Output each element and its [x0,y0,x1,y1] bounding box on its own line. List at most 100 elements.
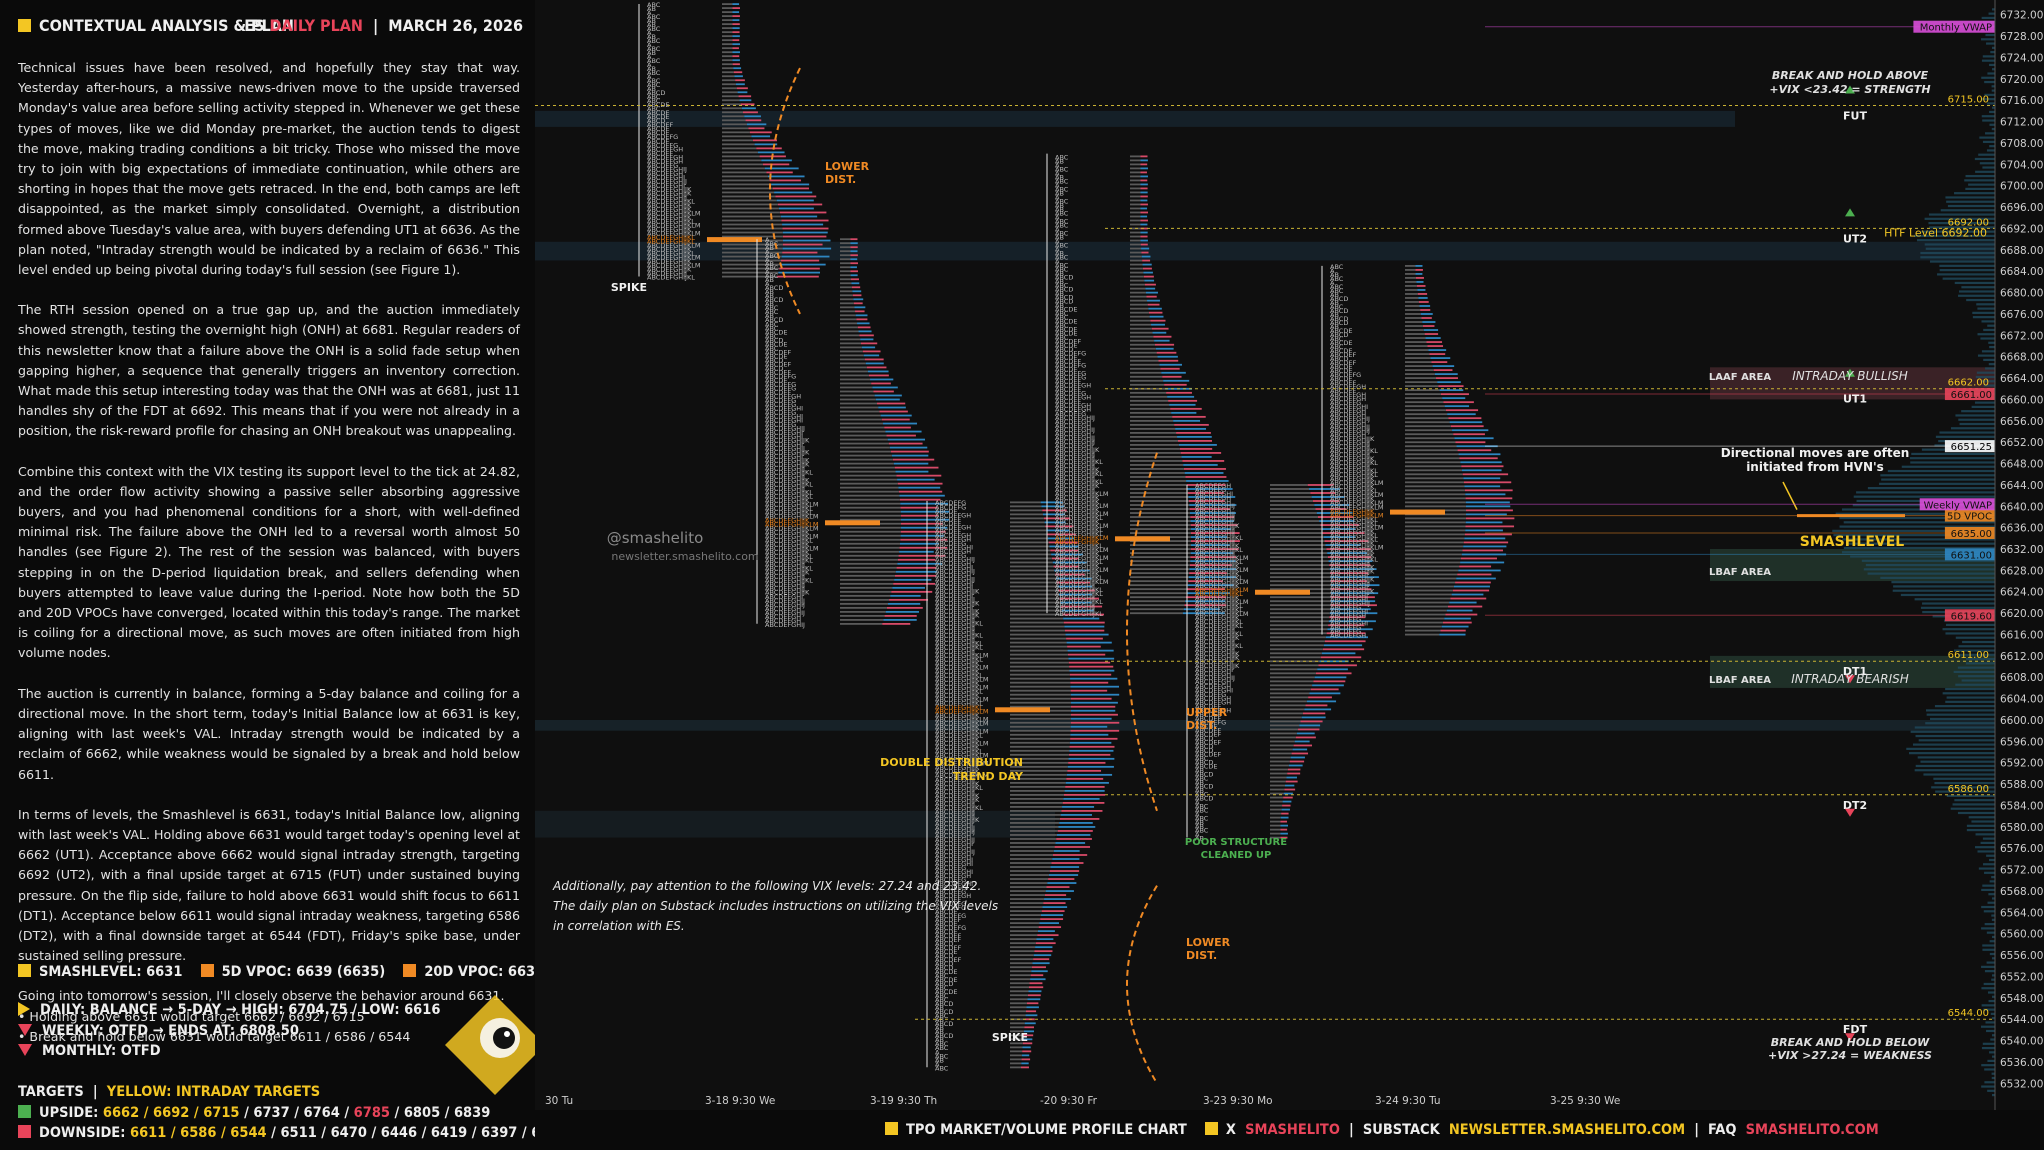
volume-gray-bar [1270,516,1318,518]
volume-delta-bar [1023,1038,1033,1041]
volume-delta-bar [735,83,745,86]
composite-volume-bar [1916,239,1995,242]
volume-delta-bar [1152,331,1167,334]
tpo-letters: ABCDEFGHIJ [1055,602,1095,610]
volume-delta-bar [767,175,805,178]
faq-link[interactable]: SMASHELITO.COM [1745,1122,1879,1138]
tpo-letters: ABCDEFGH [1055,402,1091,410]
volume-gray-bar [1405,405,1445,408]
tpo-letters: ABCDEFGHIJK [935,744,980,752]
composite-volume-bar [1991,918,1995,921]
volume-gray-bar [1010,906,1043,908]
tpo-letters: ABCDEFGHIJ [1055,582,1095,590]
tpo-letters: ABCDEFGHIJKLM [1055,554,1108,562]
composite-volume-bar [1924,217,1995,220]
volume-delta-bar [732,15,740,18]
tpo-letters: ABCDEF [1330,379,1356,387]
volume-gray-bar [1010,577,1056,580]
volume-delta-bar [1176,431,1211,434]
tpo-letters: ABCDEFGHIJK [1055,506,1100,514]
tpo-letters: A [765,280,770,288]
volume-delta-bar [1310,688,1339,691]
lower-dist-label-1: LOWER [825,160,870,173]
volume-gray-bar [840,390,874,393]
volume-delta-bar [1067,645,1101,648]
tpo-letters: ABCDEFGHIJK [647,265,692,273]
volume-delta-bar [1445,409,1479,412]
tpo-letters: ABCDE [935,928,957,936]
volume-delta-bar [1465,525,1515,528]
composite-volume-bar [1975,375,1995,379]
volume-gray-bar [1405,441,1456,444]
volume-delta-bar [1050,549,1079,552]
tpo-letters: ABCDEFGH [1195,494,1231,502]
tpo-letters: ABCDEFGHIJK [1195,570,1240,578]
volume-delta-bar [868,374,889,377]
tpo-letters: ABCDEFGHI [935,860,973,868]
volume-gray-bar [840,270,851,273]
volume-delta-bar [1050,866,1080,868]
volume-delta-bar [890,450,929,453]
volume-delta-bar [761,159,792,162]
tpo-letters: ABCDEFGHIJK [935,796,980,804]
tpo-letters: ABCDEFGHIJK [765,549,810,557]
volume-gray-bar [722,139,753,142]
volume-delta-bar [736,87,748,90]
tpo-letters: ABCDEFGHIJK [1330,575,1375,583]
volume-gray-bar [1405,521,1466,524]
volume-gray-bar [840,250,851,253]
volume-gray-bar [722,67,734,70]
volume-gray-bar [840,326,858,329]
composite-volume-bar [1986,1029,1995,1033]
composite-volume-bar [1935,790,1995,793]
volume-delta-bar [752,139,777,142]
volume-delta-bar [853,298,864,301]
composite-volume-bar [1953,649,1995,652]
tpo-letters: AB [1330,323,1339,331]
volume-gray-bar [722,7,733,10]
volume-gray-bar [1010,561,1053,564]
volume-gray-bar [1405,413,1448,416]
tpo-letters: ABCDEFGHIJK [1195,522,1240,530]
break-above-vix: +VIX <23.42 = STRENGTH [1769,83,1930,96]
composite-volume-bar [1981,16,1995,20]
volume-delta-bar [896,566,937,569]
composite-volume-bar [1946,696,1995,699]
volume-gray-bar [1010,573,1056,576]
volume-gray-bar [1270,816,1281,819]
composite-volume-bar [1966,828,1995,832]
substack-link[interactable]: NEWSLETTER.SMASHELITO.COM [1448,1122,1686,1138]
volume-delta-bar [1298,728,1320,731]
tpo-letters: AB [647,21,656,29]
tpo-letters: ABCDEF [647,121,673,129]
composite-volume-bar [1865,563,1995,567]
composite-volume-bar [1928,222,1995,225]
tpo-letters: ABC [765,324,779,332]
volume-gray-bar [1010,982,1030,985]
tpo-letters: ABCDEFGHIJK [765,436,810,444]
tpo-letters: ABCDE [935,507,957,515]
composite-volume-bar [1942,628,1995,631]
volume-delta-bar [1148,311,1163,314]
tpo-letters: AB [1055,302,1064,310]
tpo-letters: ABCDEFGHIJK [1055,466,1100,474]
composite-volume-bar [1984,1081,1995,1084]
lbaf-area-label-2: LBAF AREA [1709,675,1771,686]
volume-gray-bar [1405,485,1465,488]
indicator-tag-text: 6661.00 [1951,390,1992,401]
x-handle-link[interactable]: SMASHELITO [1245,1122,1340,1138]
tpo-letters: ABCDEFGHIJKL [1330,519,1378,527]
composite-volume-bar [1985,132,1995,135]
tpo-letters: ABCDEFGHIJKL [1055,542,1103,550]
volume-gray-bar [1130,355,1158,358]
tpo-letters: ABC [935,1064,949,1072]
tpo-letters: ABC [1055,310,1069,318]
tpo-letters: ABCDEFGHIJK [935,756,980,764]
volume-delta-bar [1143,271,1153,274]
tpo-letters: ABCDEFGHIJKL [1055,598,1103,606]
volume-delta-bar [1175,427,1207,430]
tpo-letters: ABCDEFGHIJ [935,808,975,816]
volume-delta-bar [1022,1042,1033,1045]
break-above-label: BREAK AND HOLD ABOVE [1772,69,1929,82]
volume-delta-bar [781,219,829,222]
